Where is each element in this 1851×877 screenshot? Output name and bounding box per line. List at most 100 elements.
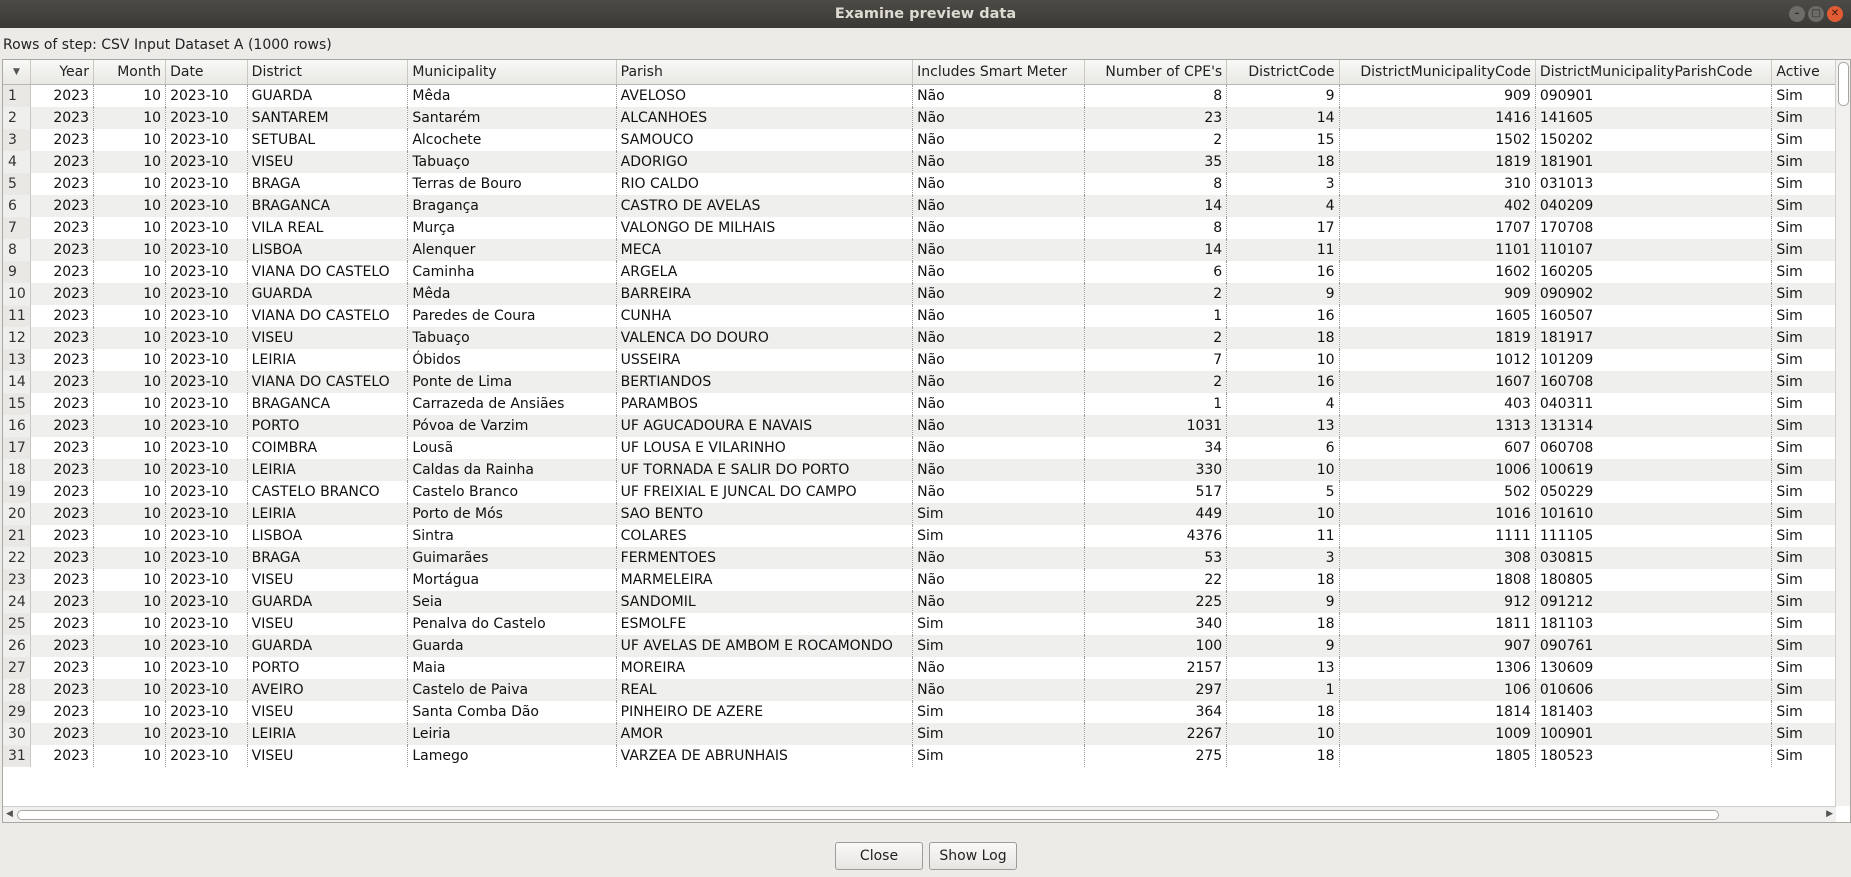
table-row[interactable]: 21 2023 10 2023-10 LISBOA Sintra COLARES Sim 437… [3, 525, 1850, 547]
district-code-cell: 16 [1226, 371, 1340, 393]
district-code-cell: 11 [1226, 239, 1340, 261]
table-row[interactable]: 28 2023 10 2023-10 AVEIRO Castelo de Paiva REA… [3, 679, 1850, 701]
table-row[interactable]: 24 2023 10 2023-10 GUARDA Seia SANDOMIL Não 225 9… [3, 591, 1850, 613]
row-index: 23 [3, 569, 31, 591]
municipality-cell: Paredes de Coura [407, 305, 617, 327]
district-cell: SETUBAL [247, 129, 409, 151]
table-row[interactable]: 22 2023 10 2023-10 BRAGA Guimarães FERMENTOES N… [3, 547, 1850, 569]
table-row[interactable]: 15 2023 10 2023-10 BRAGANCA Carrazeda de Ansi… [3, 393, 1850, 415]
date-cell: 2023-10 [165, 745, 248, 767]
month-cell: 10 [93, 261, 167, 283]
district-municipality-code-cell: 1607 [1339, 371, 1536, 393]
close-button[interactable]: Close [835, 842, 923, 870]
maximize-icon[interactable]: □ [1808, 6, 1824, 22]
vertical-scrollbar[interactable] [1835, 60, 1850, 806]
parish-cell: BERTIANDOS [616, 371, 914, 393]
column-header-municipality[interactable]: Municipality [407, 60, 617, 85]
scroll-left-icon[interactable]: ◀ [6, 809, 13, 819]
smart-meter-cell: Sim [912, 525, 1085, 547]
table-row[interactable]: 10 2023 10 2023-10 GUARDA Mêda BARREIRA Não 2 9 90… [3, 283, 1850, 305]
date-cell: 2023-10 [165, 569, 248, 591]
date-cell: 2023-10 [165, 635, 248, 657]
district-code-cell: 10 [1226, 503, 1340, 525]
show-log-button[interactable]: Show Log [929, 842, 1017, 870]
table-row[interactable]: 20 2023 10 2023-10 LEIRIA Porto de Mós SAO BEN… [3, 503, 1850, 525]
scroll-right-icon[interactable]: ▶ [1826, 809, 1833, 819]
table-row[interactable]: 23 2023 10 2023-10 VISEU Mortágua MARMELEIRA Nã… [3, 569, 1850, 591]
minimize-icon[interactable]: – [1789, 6, 1805, 22]
municipality-cell: Leiria [407, 723, 617, 745]
table-row[interactable]: 11 2023 10 2023-10 VIANA DO CASTELO Paredes d… [3, 305, 1850, 327]
column-header-district-municipality-parish-code[interactable]: DistrictMunicipalityParishCode [1535, 60, 1773, 85]
table-row[interactable]: 16 2023 10 2023-10 PORTO Póvoa de Varzim UF AG… [3, 415, 1850, 437]
municipality-cell: Póvoa de Varzim [407, 415, 617, 437]
month-cell: 10 [93, 437, 167, 459]
year-cell: 2023 [30, 745, 94, 767]
table-row[interactable]: 30 2023 10 2023-10 LEIRIA Leiria AMOR Sim 2267 10… [3, 723, 1850, 745]
date-cell: 2023-10 [165, 305, 248, 327]
parish-cell: VALONGO DE MILHAIS [616, 217, 914, 239]
table-row[interactable]: 31 2023 10 2023-10 VISEU Lamego VARZEA DE ABRU… [3, 745, 1850, 767]
table-row[interactable]: 9 2023 10 2023-10 VIANA DO CASTELO Caminha ARG… [3, 261, 1850, 283]
column-header-district-code[interactable]: DistrictCode [1226, 60, 1340, 85]
table-row[interactable]: 19 2023 10 2023-10 CASTELO BRANCO Castelo Bra… [3, 481, 1850, 503]
column-header-month[interactable]: Month [93, 60, 167, 85]
table-row[interactable]: 14 2023 10 2023-10 VIANA DO CASTELO Ponte de … [3, 371, 1850, 393]
active-cell: Sim [1771, 459, 1850, 481]
column-header-district[interactable]: District [247, 60, 409, 85]
cpe-count-cell: 297 [1084, 679, 1228, 701]
parish-code-cell: 101610 [1535, 503, 1773, 525]
table-row[interactable]: 5 2023 10 2023-10 BRAGA Terras de Bouro RIO CA… [3, 173, 1850, 195]
municipality-cell: Alcochete [407, 129, 617, 151]
table-row[interactable]: 4 2023 10 2023-10 VISEU Tabuaço ADORIGO Não 35 18… [3, 151, 1850, 173]
table-row[interactable]: 3 2023 10 2023-10 SETUBAL Alcochete SAMOUCO Não… [3, 129, 1850, 151]
table-row[interactable]: 6 2023 10 2023-10 BRAGANCA Bragança CASTRO DE … [3, 195, 1850, 217]
row-index: 18 [3, 459, 31, 481]
table-row[interactable]: 1 2023 10 2023-10 GUARDA Mêda AVELOSO Não 8 9 909 0… [3, 84, 1850, 107]
column-header-number-of-cpes[interactable]: Number of CPE's [1084, 60, 1228, 85]
column-header-date[interactable]: Date [165, 60, 248, 85]
district-municipality-code-cell: 607 [1339, 437, 1536, 459]
cpe-count-cell: 23 [1084, 107, 1228, 129]
column-header-district-municipality-code[interactable]: DistrictMunicipalityCode [1339, 60, 1536, 85]
cpe-count-cell: 34 [1084, 437, 1228, 459]
table-row[interactable]: 12 2023 10 2023-10 VISEU Tabuaço VALENCA DO DO… [3, 327, 1850, 349]
row-index: 1 [3, 84, 31, 107]
row-index: 30 [3, 723, 31, 745]
table-row[interactable]: 7 2023 10 2023-10 VILA REAL Murça VALONGO DE M… [3, 217, 1850, 239]
district-cell: LEIRIA [247, 503, 409, 525]
table-row[interactable]: 29 2023 10 2023-10 VISEU Santa Comba Dão PINHE… [3, 701, 1850, 723]
district-code-cell: 18 [1226, 701, 1340, 723]
sort-dropdown-icon[interactable]: ▼ [3, 60, 31, 85]
horizontal-scroll-thumb[interactable] [17, 810, 1719, 820]
table-row[interactable]: 8 2023 10 2023-10 LISBOA Alenquer MECA Não 14 11 1… [3, 239, 1850, 261]
district-municipality-code-cell: 1009 [1339, 723, 1536, 745]
column-header-year[interactable]: Year [30, 60, 94, 85]
table-row[interactable]: 17 2023 10 2023-10 COIMBRA Lousã UF LOUSA E VI… [3, 437, 1850, 459]
district-code-cell: 9 [1226, 283, 1340, 305]
active-cell: Sim [1771, 84, 1850, 107]
preview-grid[interactable]: ▼ Year Month Date District Municipality … [2, 59, 1851, 823]
active-cell: Sim [1771, 217, 1850, 239]
month-cell: 10 [93, 393, 167, 415]
horizontal-scrollbar[interactable]: ◀ ▶ [3, 806, 1836, 822]
row-index: 5 [3, 173, 31, 195]
table-row[interactable]: 18 2023 10 2023-10 LEIRIA Caldas da Rainha UF … [3, 459, 1850, 481]
district-municipality-code-cell: 1313 [1339, 415, 1536, 437]
table-row[interactable]: 13 2023 10 2023-10 LEIRIA Óbidos USSEIRA Não 7 10… [3, 349, 1850, 371]
municipality-cell: Caminha [407, 261, 617, 283]
table-row[interactable]: 27 2023 10 2023-10 PORTO Maia MOREIRA Não 2157 13… [3, 657, 1850, 679]
table-row[interactable]: 2 2023 10 2023-10 SANTAREM Santarém ALCANHOES N… [3, 107, 1850, 129]
year-cell: 2023 [30, 591, 94, 613]
district-cell: VISEU [247, 327, 409, 349]
row-index: 13 [3, 349, 31, 371]
column-header-parish[interactable]: Parish [616, 60, 914, 85]
close-window-icon[interactable]: ✕ [1827, 6, 1843, 22]
table-row[interactable]: 26 2023 10 2023-10 GUARDA Guarda UF AVELAS DE … [3, 635, 1850, 657]
smart-meter-cell: Não [912, 679, 1085, 701]
table-row[interactable]: 25 2023 10 2023-10 VISEU Penalva do Castelo ES… [3, 613, 1850, 635]
district-municipality-code-cell: 502 [1339, 481, 1536, 503]
smart-meter-cell: Não [912, 305, 1085, 327]
vertical-scroll-thumb[interactable] [1838, 62, 1849, 106]
column-header-includes-smart-meter[interactable]: Includes Smart Meter [912, 60, 1085, 85]
